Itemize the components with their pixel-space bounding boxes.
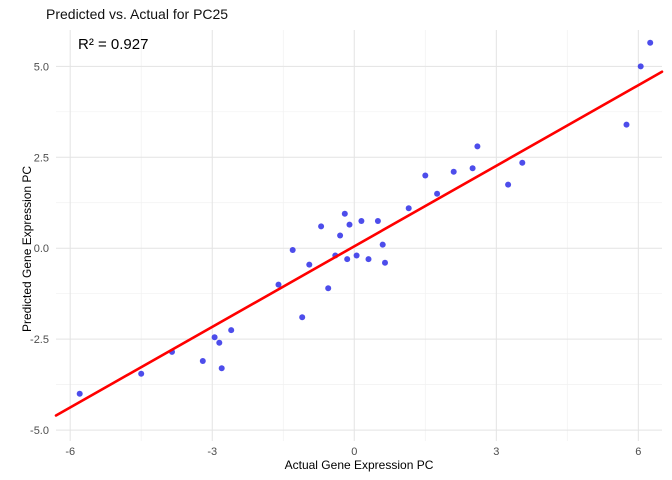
data-point <box>474 143 481 150</box>
data-point <box>341 210 348 217</box>
data-point <box>318 223 325 230</box>
data-point <box>289 247 296 253</box>
data-point <box>434 190 441 197</box>
data-point <box>379 241 386 248</box>
y-tick-label: -2.5 <box>30 334 49 346</box>
data-point <box>299 314 306 321</box>
data-point <box>337 232 344 239</box>
data-point <box>346 221 353 228</box>
data-point <box>469 165 476 172</box>
x-tick-label: 3 <box>493 446 499 458</box>
data-point <box>211 334 218 341</box>
data-point <box>199 358 206 364</box>
data-point <box>216 339 223 346</box>
y-tick-label: 2.5 <box>34 152 49 164</box>
data-point <box>450 168 457 175</box>
data-point <box>76 390 83 397</box>
data-point <box>382 259 388 266</box>
data-point <box>374 218 381 224</box>
data-point <box>275 281 282 288</box>
x-tick-label: 6 <box>635 446 641 458</box>
data-point <box>353 252 360 259</box>
x-tick-label: -3 <box>207 446 217 458</box>
data-point <box>637 63 644 70</box>
y-tick-label: -5.0 <box>30 425 49 437</box>
y-axis-title: Predicted Gene Expression PC <box>20 165 34 332</box>
y-tick-label: 5.0 <box>34 61 49 73</box>
data-point <box>405 205 412 212</box>
data-point <box>505 181 512 188</box>
data-point <box>647 39 654 46</box>
data-point <box>218 365 225 372</box>
r-squared-annotation: R² = 0.927 <box>78 36 149 53</box>
data-point <box>344 256 351 263</box>
regression-line <box>54 70 664 417</box>
data-point <box>306 261 313 268</box>
data-point <box>422 172 429 179</box>
data-point <box>138 370 145 377</box>
data-point <box>365 256 372 263</box>
chart-title: Predicted vs. Actual for PC25 <box>46 6 229 22</box>
data-point <box>358 218 365 224</box>
data-point <box>228 327 235 334</box>
x-axis-title: Actual Gene Expression PC <box>284 458 434 472</box>
data-point <box>623 121 630 128</box>
x-tick-label: -6 <box>65 446 75 458</box>
x-tick-label: 0 <box>351 446 357 458</box>
data-point <box>325 285 332 292</box>
data-point <box>519 159 526 166</box>
y-tick-label: 0.0 <box>34 243 49 255</box>
